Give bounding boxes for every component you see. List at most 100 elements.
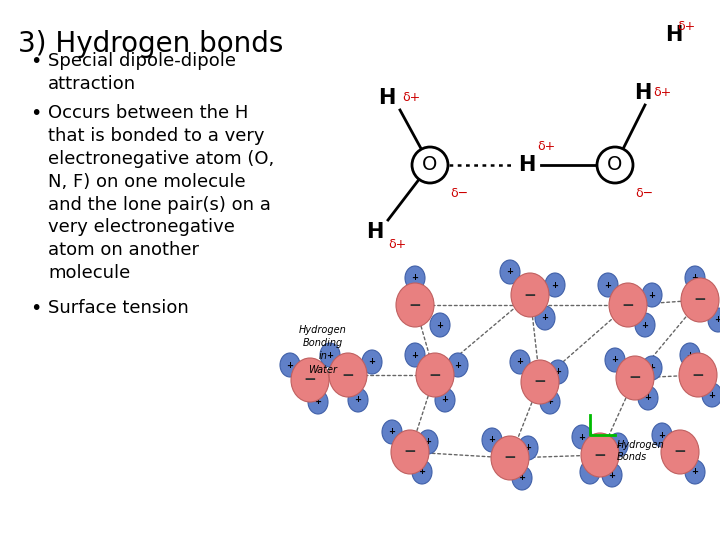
Ellipse shape [320,343,340,367]
Ellipse shape [609,283,647,327]
Ellipse shape [652,423,672,447]
Text: δ−: δ− [635,187,653,200]
Text: •: • [30,52,41,71]
Ellipse shape [362,350,382,374]
Ellipse shape [661,430,699,474]
Text: +: + [644,394,652,402]
Text: +: + [287,361,294,369]
Text: Occurs between the H
that is bonded to a very
electronegative atom (O,
N, F) on : Occurs between the H that is bonded to a… [48,104,274,282]
Text: +: + [546,397,554,407]
Text: +: + [614,441,621,449]
Text: Hydrogen
Bonding
in
Water: Hydrogen Bonding in Water [299,325,347,375]
Text: +: + [454,361,462,369]
Ellipse shape [608,433,628,457]
Text: +: + [418,468,426,476]
Ellipse shape [482,428,502,452]
Text: 3) Hydrogen bonds: 3) Hydrogen bonds [18,30,284,58]
Ellipse shape [708,308,720,332]
Text: +: + [578,433,585,442]
Ellipse shape [642,283,662,307]
Text: δ+: δ+ [537,140,555,153]
Text: H: H [665,25,683,45]
Ellipse shape [430,313,450,337]
Ellipse shape [280,353,300,377]
Text: −: − [534,375,546,389]
Ellipse shape [405,266,425,290]
Ellipse shape [581,433,619,477]
Ellipse shape [702,383,720,407]
Text: +: + [649,363,655,373]
Text: +: + [412,273,418,282]
Ellipse shape [405,343,425,367]
Text: −: − [593,448,606,462]
Ellipse shape [638,386,658,410]
Ellipse shape [605,348,625,372]
Ellipse shape [329,353,367,397]
Text: +: + [412,350,418,360]
Text: −: − [674,444,686,460]
Text: +: + [506,267,513,276]
Ellipse shape [510,350,530,374]
Text: +: + [714,315,720,325]
Text: Special dipole-dipole
attraction: Special dipole-dipole attraction [48,52,236,93]
Ellipse shape [412,460,432,484]
Text: +: + [554,368,562,376]
Text: +: + [691,273,698,282]
Text: −: − [621,298,634,313]
Ellipse shape [348,388,368,412]
Text: +: + [524,443,531,453]
Text: δ+: δ+ [653,86,671,99]
Text: δ−: δ− [450,187,468,200]
Ellipse shape [518,436,538,460]
Text: +: + [441,395,449,404]
Text: +: + [516,357,523,367]
Text: +: + [369,357,376,367]
Ellipse shape [416,353,454,397]
Ellipse shape [679,353,717,397]
Text: +: + [659,430,665,440]
Text: +: + [686,350,693,360]
Text: O: O [607,156,623,174]
Ellipse shape [681,278,719,322]
Text: +: + [708,390,716,400]
Ellipse shape [580,460,600,484]
Text: +: + [691,468,698,476]
Text: Hydrogen
Bonds: Hydrogen Bonds [617,440,665,462]
Text: •: • [30,104,41,123]
Ellipse shape [448,353,468,377]
Text: −: − [523,287,536,302]
Text: +: + [315,397,322,407]
Text: +: + [605,280,611,289]
Ellipse shape [642,356,662,380]
Text: −: − [341,368,354,382]
Ellipse shape [548,360,568,384]
Ellipse shape [418,430,438,454]
Text: +: + [354,395,361,404]
Ellipse shape [616,356,654,400]
Ellipse shape [545,273,565,297]
Ellipse shape [535,306,555,330]
Ellipse shape [521,360,559,404]
Circle shape [412,147,448,183]
Ellipse shape [396,283,434,327]
Text: +: + [608,470,616,480]
Text: −: − [503,450,516,465]
Ellipse shape [511,273,549,317]
Ellipse shape [291,358,329,402]
Text: +: + [642,321,649,329]
Text: H: H [634,83,652,103]
Ellipse shape [491,436,529,480]
Ellipse shape [308,390,328,414]
Text: +: + [488,435,495,444]
Text: −: − [629,370,642,386]
Ellipse shape [572,425,592,449]
Text: H: H [518,155,536,175]
Text: −: − [693,293,706,307]
Text: −: − [404,444,416,460]
Text: O: O [423,156,438,174]
Text: +: + [425,437,431,447]
Ellipse shape [391,430,429,474]
Ellipse shape [602,463,622,487]
Ellipse shape [598,273,618,297]
Text: Surface tension: Surface tension [48,299,189,317]
